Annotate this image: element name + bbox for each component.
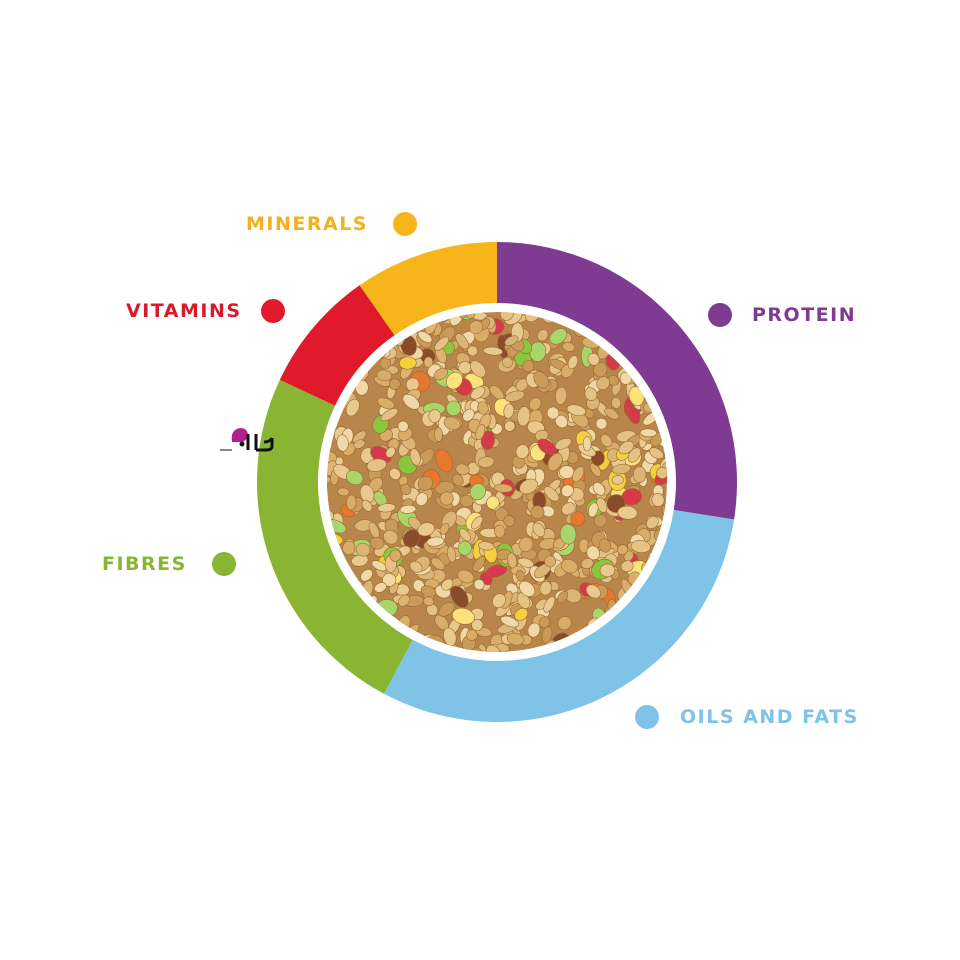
- legend-dot-minerals: [393, 212, 417, 236]
- legend-dot-vitamins: [261, 299, 285, 323]
- slice-vitamins: [279, 285, 395, 406]
- label-vitamins: VITAMINS: [126, 300, 242, 322]
- label-minerals: MINERALS: [246, 213, 368, 235]
- slice-oils-and-fats: [384, 510, 735, 723]
- legend-dot-oils-and-fats: [635, 705, 659, 729]
- legend-dot-protein: [708, 303, 732, 327]
- legend-dot-fibres: [212, 552, 236, 576]
- label-oils-and-fats: OILS AND FATS: [680, 706, 859, 728]
- brand-logo: [220, 428, 274, 452]
- slice-fibres: [257, 379, 413, 694]
- slice-protein: [497, 242, 737, 520]
- label-protein: PROTEIN: [752, 304, 857, 326]
- label-fibres: FIBRES: [102, 553, 187, 575]
- slice-minerals: [359, 242, 497, 336]
